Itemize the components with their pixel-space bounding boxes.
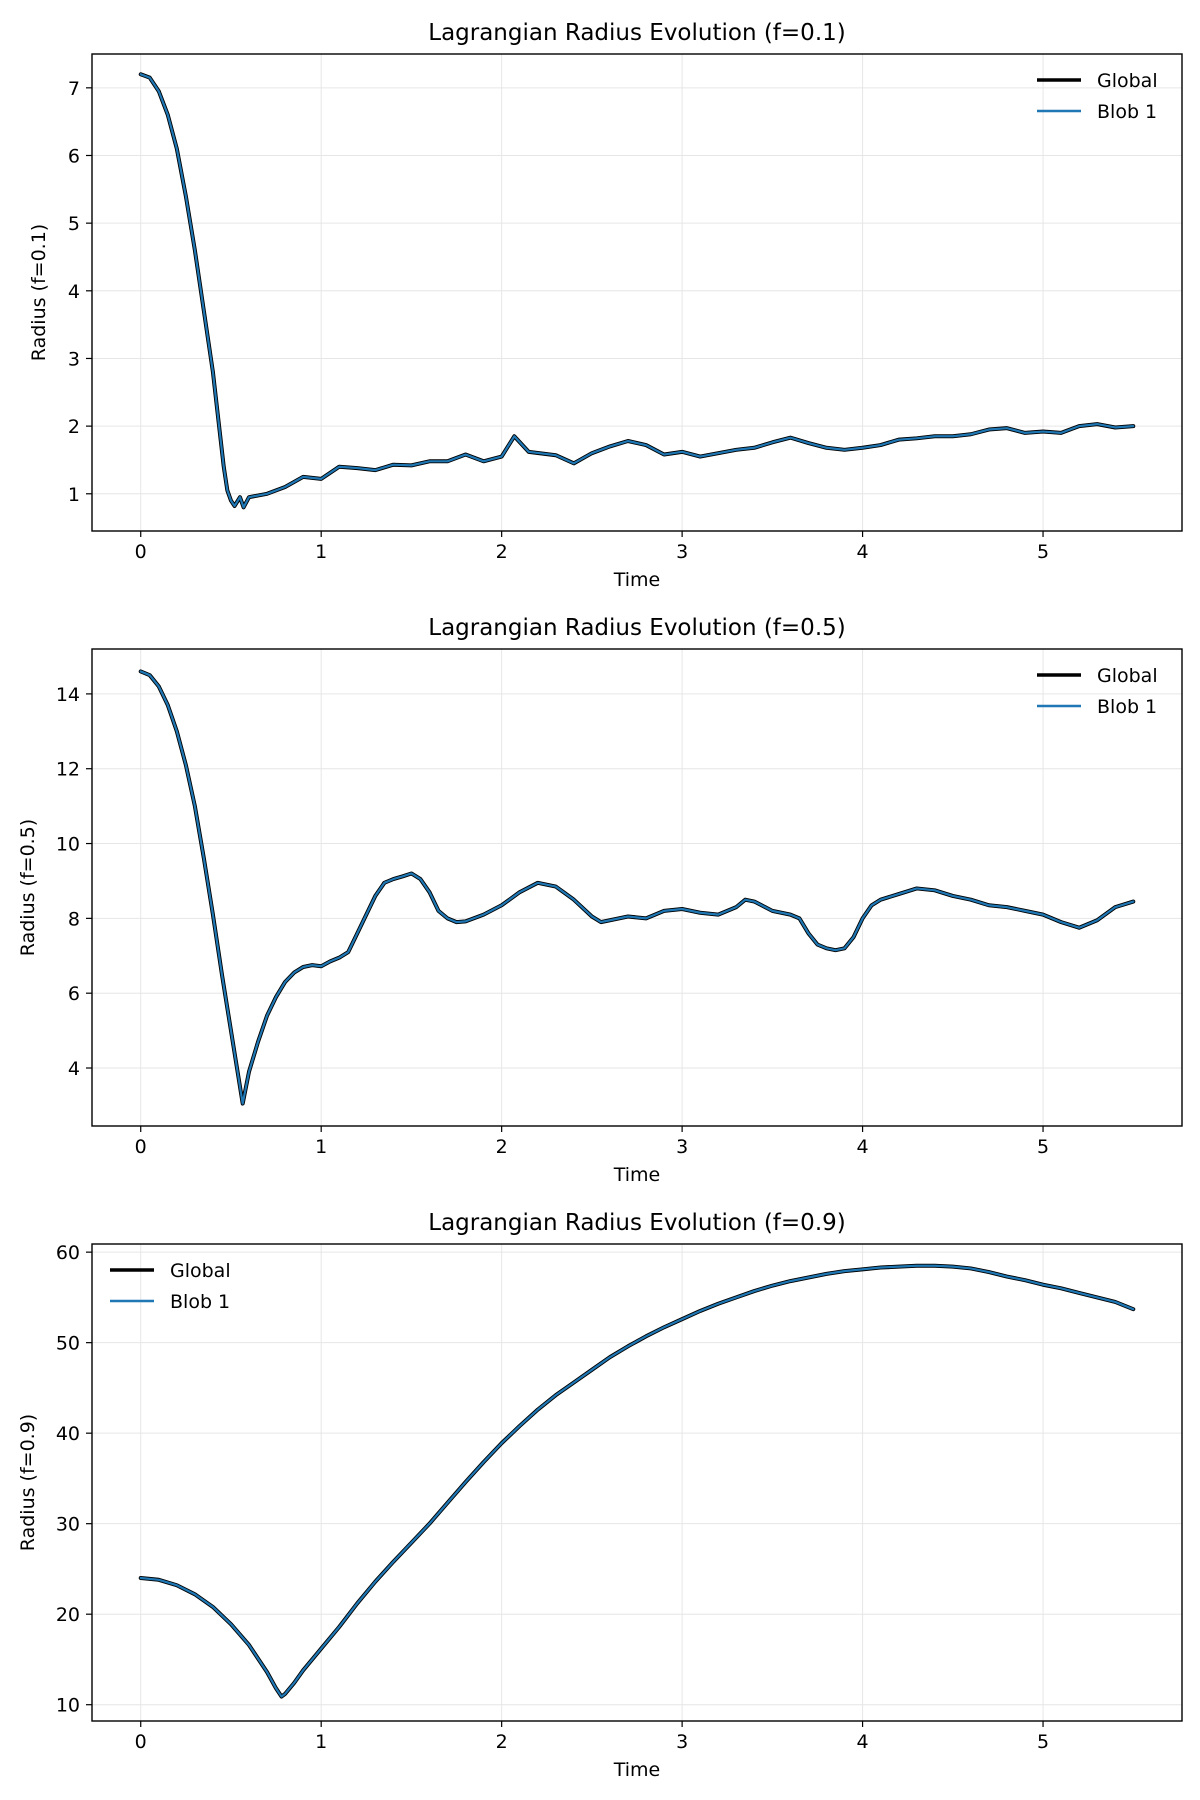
x-tick-label: 0 [135, 541, 147, 563]
series-line-blob-1 [139, 1264, 1135, 1698]
legend-label: Blob 1 [1097, 696, 1157, 718]
legend-label: Global [1097, 70, 1158, 92]
y-tick-label: 14 [56, 684, 80, 706]
x-tick-label: 0 [135, 1136, 147, 1158]
x-tick-label: 4 [857, 1731, 869, 1753]
y-tick-label: 1 [68, 484, 80, 506]
chart-panel-1: 0 1 2 3 4 5 1 2 3 4 5 6 7 Lagrangian Radius Evolution… [28, 20, 1183, 591]
legend: Global Blob 1 [1037, 665, 1158, 718]
y-tick-label: 6 [68, 983, 80, 1005]
y-tick-label: 50 [56, 1333, 80, 1355]
y-tick-label: 4 [68, 281, 80, 303]
y-tick-label: 3 [68, 348, 80, 370]
y-tick-label: 12 [56, 759, 80, 781]
axes-frame [91, 1243, 1183, 1722]
chart-title: Lagrangian Radius Evolution (f=0.1) [428, 20, 845, 46]
y-tick-label: 8 [68, 908, 80, 930]
y-tick-label: 10 [56, 1695, 80, 1717]
x-axis-label: Time [613, 569, 661, 591]
series-line-blob-1 [139, 670, 1135, 1105]
y-tick-label: 20 [56, 1604, 80, 1626]
chart-title: Lagrangian Radius Evolution (f=0.9) [428, 1210, 845, 1236]
x-tick-label: 3 [676, 1731, 688, 1753]
legend: Global Blob 1 [110, 1260, 231, 1313]
x-tick-label: 0 [135, 1731, 147, 1753]
axes-frame [91, 648, 1183, 1127]
legend-label: Global [1097, 665, 1158, 687]
legend-label: Global [170, 1260, 231, 1282]
legend-label: Blob 1 [1097, 101, 1157, 123]
y-axis-label: Radius (f=0.1) [28, 224, 50, 361]
x-tick-label: 5 [1037, 1136, 1049, 1158]
y-axis-label: Radius (f=0.9) [17, 1414, 39, 1551]
x-tick-label: 1 [315, 1136, 327, 1158]
y-tick-label: 60 [56, 1242, 80, 1264]
x-tick-label: 2 [496, 1136, 508, 1158]
x-axis-label: Time [613, 1759, 661, 1781]
x-tick-label: 1 [315, 541, 327, 563]
x-tick-label: 3 [676, 541, 688, 563]
x-tick-label: 1 [315, 1731, 327, 1753]
x-tick-label: 4 [857, 541, 869, 563]
x-tick-label: 2 [496, 1731, 508, 1753]
legend-label: Blob 1 [170, 1291, 230, 1313]
x-tick-label: 4 [857, 1136, 869, 1158]
y-axis-label: Radius (f=0.5) [17, 819, 39, 956]
y-tick-label: 5 [68, 213, 80, 235]
y-tick-label: 10 [56, 834, 80, 856]
y-tick-label: 2 [68, 416, 80, 438]
y-tick-label: 4 [68, 1058, 80, 1080]
y-tick-label: 40 [56, 1423, 80, 1445]
legend: Global Blob 1 [1037, 70, 1158, 123]
chart-panel-3: 0 1 2 3 4 5 10 20 30 40 50 60 Lagrangian Radius Evol… [17, 1210, 1183, 1781]
x-tick-label: 2 [496, 541, 508, 563]
y-tick-label: 7 [68, 78, 80, 100]
x-axis-label: Time [613, 1164, 661, 1186]
x-tick-label: 5 [1037, 541, 1049, 563]
series-line-global [138, 1263, 1136, 1699]
y-tick-label: 6 [68, 145, 80, 167]
axes-frame [91, 53, 1183, 532]
series-line-global [138, 669, 1136, 1106]
x-tick-label: 5 [1037, 1731, 1049, 1753]
y-tick-label: 30 [56, 1514, 80, 1536]
series-line-blob-1 [139, 73, 1135, 509]
chart-title: Lagrangian Radius Evolution (f=0.5) [428, 615, 845, 641]
x-tick-label: 3 [676, 1136, 688, 1158]
